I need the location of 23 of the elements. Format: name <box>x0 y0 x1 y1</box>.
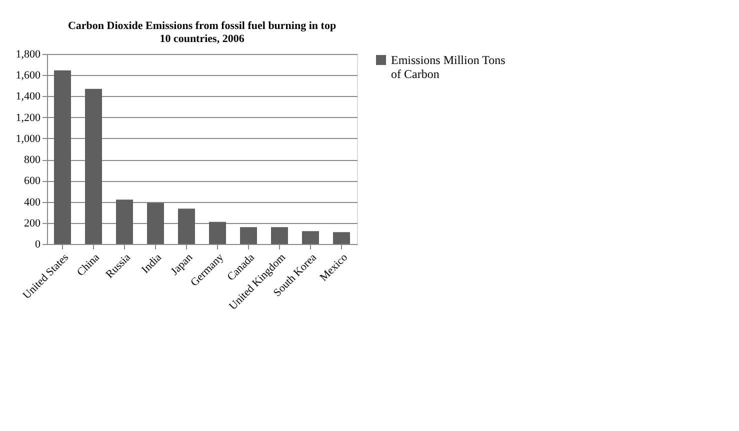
bar <box>85 88 102 244</box>
y-tick-label: 0 <box>35 238 41 250</box>
bar <box>209 222 226 244</box>
y-tick-label: 600 <box>24 175 41 188</box>
y-tick-label: 800 <box>24 154 41 166</box>
y-tick-label: 1,000 <box>16 132 41 145</box>
y-tick-label: 1,200 <box>16 112 41 124</box>
x-tick-label: India <box>140 251 164 276</box>
y-tick-label: 1,400 <box>16 90 41 103</box>
y-tick-label: 400 <box>24 196 41 208</box>
bar <box>302 231 319 244</box>
bar <box>54 70 71 244</box>
y-tick-label: 1,600 <box>16 70 41 82</box>
bar <box>178 208 195 244</box>
bar <box>240 227 257 244</box>
bar <box>116 200 133 244</box>
legend-label: Emissions Million Tons of Carbon <box>391 53 506 81</box>
y-tick-label: 200 <box>24 217 41 230</box>
y-tick-label: 1,800 <box>16 48 41 60</box>
bar <box>147 202 164 244</box>
bar <box>271 227 288 244</box>
chart-title: Carbon Dioxide Emissions from fossil fuel burning in top 10 countries, 2006 <box>68 20 336 45</box>
bar <box>333 232 350 244</box>
